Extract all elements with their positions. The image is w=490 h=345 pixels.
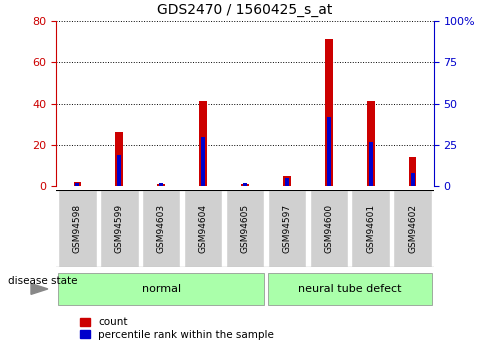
Text: GSM94598: GSM94598 bbox=[73, 204, 82, 253]
Bar bbox=[201, 137, 205, 186]
Bar bbox=[368, 141, 373, 186]
Bar bbox=[325, 39, 333, 186]
Bar bbox=[159, 183, 163, 186]
Text: GSM94603: GSM94603 bbox=[157, 204, 166, 253]
Bar bbox=[142, 190, 180, 267]
Bar bbox=[74, 182, 81, 186]
Legend: count, percentile rank within the sample: count, percentile rank within the sample bbox=[80, 317, 274, 340]
Bar bbox=[411, 173, 415, 186]
Bar bbox=[310, 190, 348, 267]
Text: GSM94605: GSM94605 bbox=[241, 204, 249, 253]
Bar bbox=[58, 273, 264, 305]
Bar bbox=[157, 184, 165, 186]
Bar bbox=[241, 184, 249, 186]
Text: GSM94600: GSM94600 bbox=[324, 204, 333, 253]
Bar bbox=[184, 190, 222, 267]
Bar bbox=[243, 183, 247, 186]
Bar bbox=[283, 176, 291, 186]
Bar bbox=[351, 190, 390, 267]
Bar bbox=[285, 178, 289, 186]
Text: GSM94597: GSM94597 bbox=[282, 204, 292, 253]
Text: neural tube defect: neural tube defect bbox=[298, 284, 402, 294]
Text: GSM94602: GSM94602 bbox=[408, 204, 417, 253]
Bar bbox=[100, 190, 139, 267]
Polygon shape bbox=[31, 284, 48, 294]
Bar bbox=[268, 190, 306, 267]
Bar bbox=[199, 101, 207, 186]
Bar bbox=[116, 132, 123, 186]
Bar bbox=[75, 183, 79, 186]
Bar bbox=[409, 157, 416, 186]
Bar bbox=[327, 117, 331, 186]
Text: GSM94599: GSM94599 bbox=[115, 204, 124, 253]
Title: GDS2470 / 1560425_s_at: GDS2470 / 1560425_s_at bbox=[157, 3, 333, 17]
Text: GSM94604: GSM94604 bbox=[198, 204, 208, 253]
Text: disease state: disease state bbox=[8, 276, 78, 286]
Bar bbox=[226, 190, 264, 267]
Bar bbox=[393, 190, 432, 267]
Bar bbox=[367, 101, 374, 186]
Bar bbox=[117, 155, 122, 186]
Text: normal: normal bbox=[142, 284, 181, 294]
Bar bbox=[58, 190, 97, 267]
Bar bbox=[268, 273, 432, 305]
Text: GSM94601: GSM94601 bbox=[366, 204, 375, 253]
